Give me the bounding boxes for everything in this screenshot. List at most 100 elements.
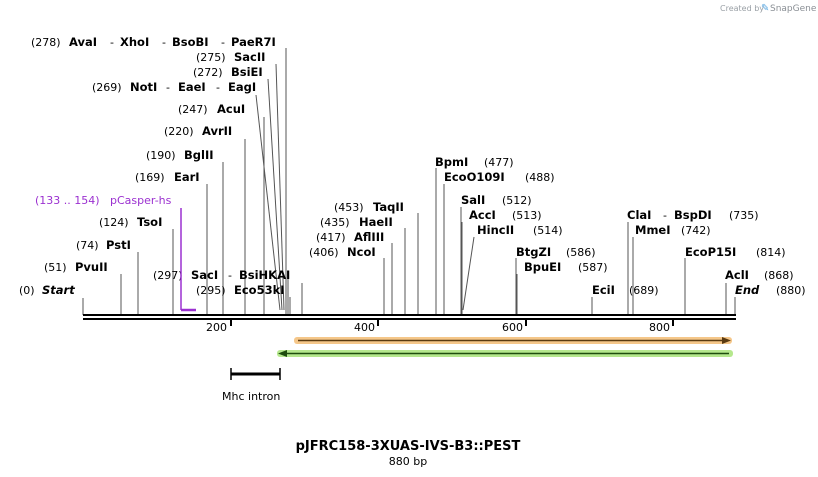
site-label-noti-group: (269) NotI - EaeI - EagI xyxy=(92,80,256,94)
separator: - xyxy=(216,81,220,94)
enzyme-name: XhoI xyxy=(120,35,149,49)
enzyme-name: SacI xyxy=(191,268,218,282)
axis-tick-label: 400 xyxy=(354,321,375,334)
site-label-start-group: (0) Start xyxy=(19,283,75,297)
green-feature-arrow xyxy=(277,350,733,357)
site-line-bsiei xyxy=(267,78,283,311)
separator: - xyxy=(162,36,166,49)
site-label-haeii-group: (435) HaeII xyxy=(320,215,393,229)
enzyme-name: NotI xyxy=(130,80,157,94)
site-pos: (453) xyxy=(334,201,364,214)
site-pos: (269) xyxy=(92,81,122,94)
sequence-backbone xyxy=(83,314,736,320)
site-label-eari-group: (169) EarI xyxy=(135,170,200,184)
site-pos: (278) xyxy=(31,36,61,49)
site-labels-mid-left: (297) SacI - BsiHKAI (295) Eco53kI xyxy=(153,268,290,297)
axis-ticks: 200 400 600 800 xyxy=(206,319,674,334)
site-pos: (514) xyxy=(533,224,563,237)
site-label-taqii-group: (453) TaqII xyxy=(334,200,404,214)
site-label-end-group: End (880) xyxy=(735,283,806,297)
enzyme-name: PvuII xyxy=(75,260,108,274)
site-label-bpuei-group: BpuEI (587) xyxy=(524,260,608,274)
site-pos: (586) xyxy=(566,246,596,259)
feature-name: pCasper-hs xyxy=(110,194,172,207)
site-labels-mid-right: BpmI (477) EcoO109I (488) SalI (512) Acc… xyxy=(435,155,608,274)
site-label-ecoo109i-group: EcoO109I (488) xyxy=(444,170,555,184)
enzyme-name: BglII xyxy=(184,148,214,162)
site-pos: (297) xyxy=(153,269,183,282)
site-pos: (689) xyxy=(629,284,659,297)
site-lines xyxy=(82,48,736,315)
mhc-intron-label: Mhc intron xyxy=(222,390,280,403)
enzyme-name: BspDI xyxy=(674,208,712,222)
enzyme-name: EcoO109I xyxy=(444,170,505,184)
brand-name: SnapGene xyxy=(770,4,817,14)
site-pos: (735) xyxy=(729,209,759,222)
orange-feature-arrow xyxy=(294,337,732,344)
separator: - xyxy=(228,269,232,282)
enzyme-name: ClaI xyxy=(627,208,651,222)
site-label-tsoi-group: (124) TsoI xyxy=(99,215,162,229)
axis-tick-label: 200 xyxy=(206,321,227,334)
enzyme-name: AvaI xyxy=(69,35,97,49)
site-label-sali-group: SalI (512) xyxy=(461,193,532,207)
site-pos: (247) xyxy=(178,103,208,116)
snapgene-logo-icon: ✎ xyxy=(761,3,769,14)
map-length: 880 bp xyxy=(389,455,427,468)
feature-label-pcasper-group: (133 .. 154) pCasper-hs xyxy=(35,194,172,207)
enzyme-name: BpmI xyxy=(435,155,468,169)
enzyme-name: HincII xyxy=(477,223,514,237)
enzyme-name: TsoI xyxy=(137,215,162,229)
enzyme-name: AccI xyxy=(469,208,496,222)
site-pos: (124) xyxy=(99,216,129,229)
enzyme-name: AflIII xyxy=(354,230,384,244)
site-pos: (587) xyxy=(578,261,608,274)
separator: - xyxy=(221,36,225,49)
enzyme-name: SacII xyxy=(234,50,265,64)
site-label-acui-group: (247) AcuI xyxy=(178,102,245,116)
enzyme-name: BsiEI xyxy=(231,65,263,79)
site-label-bsiei-group: (272) BsiEI xyxy=(193,65,263,79)
axis-tick-label: 600 xyxy=(502,321,523,334)
site-label-acci-group: AccI (513) xyxy=(469,208,542,222)
site-pos: (51) xyxy=(44,261,67,274)
separator: - xyxy=(110,36,114,49)
site-label-eco53ki-group: (295) Eco53kI xyxy=(196,283,285,297)
site-pos: (169) xyxy=(135,171,165,184)
site-pos: (220) xyxy=(164,125,194,138)
enzyme-name: NcoI xyxy=(347,245,376,259)
enzyme-name: MmeI xyxy=(635,223,671,237)
separator: - xyxy=(663,209,667,222)
site-labels-mid: (453) TaqII (435) HaeII (417) AflIII (40… xyxy=(309,200,404,259)
enzyme-name: HaeII xyxy=(359,215,393,229)
credit-text: Created by xyxy=(720,4,764,13)
separator: - xyxy=(166,81,170,94)
axis-tick-label: 800 xyxy=(649,321,670,334)
site-label-hincii-group: HincII (514) xyxy=(477,223,563,237)
site-pos: (814) xyxy=(756,246,786,259)
enzyme-name: TaqII xyxy=(373,200,404,214)
enzyme-name: AcuI xyxy=(217,102,245,116)
site-pos: (0) xyxy=(19,284,35,297)
enzyme-name: EaeI xyxy=(178,80,206,94)
enzyme-name: AvrII xyxy=(202,124,232,138)
site-pos: (275) xyxy=(196,51,226,64)
site-pos: (417) xyxy=(316,231,346,244)
site-label-ecop15i-group: EcoP15I (814) xyxy=(685,245,786,259)
pcasper-feature-marker xyxy=(180,208,196,312)
site-pos: (477) xyxy=(484,156,514,169)
site-label-bpmi-group: BpmI (477) xyxy=(435,155,514,169)
site-pos: (295) xyxy=(196,284,226,297)
enzyme-name: SalI xyxy=(461,193,485,207)
enzyme-name: EagI xyxy=(228,80,256,94)
enzyme-name: BsiHKAI xyxy=(239,268,290,282)
site-pos: (488) xyxy=(525,171,555,184)
site-pos: (513) xyxy=(512,209,542,222)
enzyme-name: PaeR7I xyxy=(231,35,276,49)
site-labels-left: (278) AvaI - XhoI - BsoBI - PaeR7I (275)… xyxy=(19,35,276,297)
enzyme-name: EciI xyxy=(592,283,615,297)
site-label-ecii-group: EciI (689) xyxy=(592,283,659,297)
site-label-ncoi-group: (406) NcoI xyxy=(309,245,376,259)
site-label-clai-group: ClaI - BspDI (735) xyxy=(627,208,759,222)
site-pos: (406) xyxy=(309,246,339,259)
